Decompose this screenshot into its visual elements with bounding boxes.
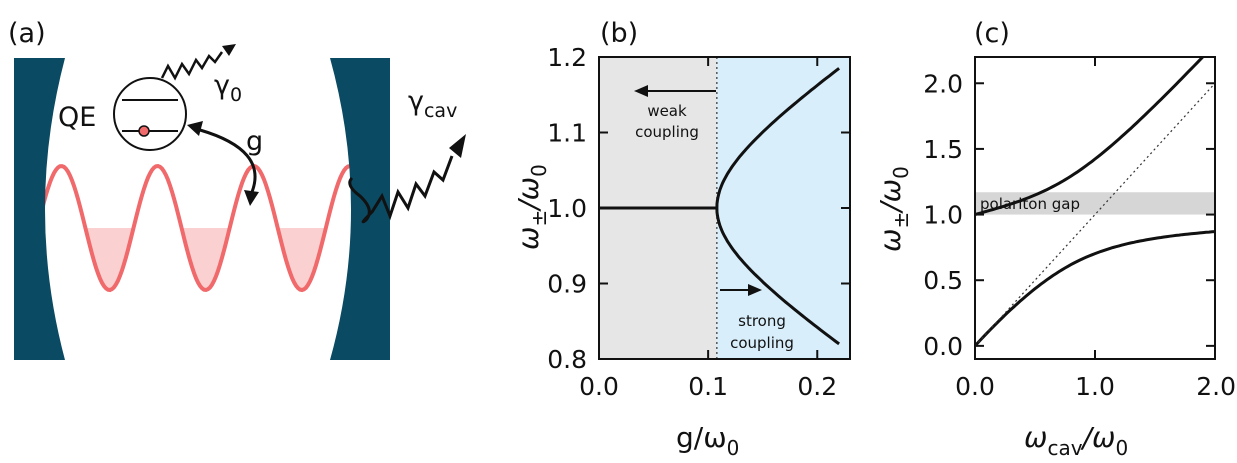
y-tick-label-b: 1.0 bbox=[547, 194, 587, 223]
coupling-arrowhead-bottom bbox=[244, 190, 259, 206]
x-axis-label-b: g/ω0 bbox=[676, 421, 739, 460]
coupling-arrowhead-top bbox=[187, 121, 203, 136]
strong-label-2: coupling bbox=[730, 334, 794, 352]
polariton-gap-label: polariton gap bbox=[980, 195, 1080, 213]
upper-polariton-curve bbox=[975, 57, 1205, 217]
x-tick-label-c: 2.0 bbox=[1196, 372, 1236, 401]
y-tick-label-c: 2.0 bbox=[923, 69, 963, 98]
y-axis-label-c: ω±/ω0 bbox=[874, 166, 913, 252]
right-mirror bbox=[330, 58, 390, 360]
coupling-g-label: g bbox=[246, 126, 263, 157]
gammacav-label: γcav bbox=[408, 86, 457, 122]
curve-b-2 bbox=[715, 207, 840, 346]
panel-c-label: (c) bbox=[974, 18, 1010, 49]
left-mirror bbox=[14, 58, 65, 360]
y-tick-label-b: 1.2 bbox=[547, 43, 587, 72]
dispersion-curves-c bbox=[975, 57, 1215, 347]
strong-arrowhead bbox=[748, 284, 762, 296]
x-tick-label-b: 0.2 bbox=[797, 372, 837, 401]
polariton-gap-band bbox=[975, 192, 1215, 215]
weak-label-1: weak bbox=[647, 102, 687, 120]
weak-label-2: coupling bbox=[635, 123, 699, 141]
y-tick-label-b: 1.1 bbox=[547, 119, 587, 148]
weak-arrowhead bbox=[634, 85, 648, 97]
panel-b: (b) 0.0 0.1 0.2 0.8 0.9 1.0 1.1 1.2 weak coupli… bbox=[512, 18, 851, 460]
cavity-loss-arrowhead bbox=[449, 134, 466, 158]
y-axis-label-b: ω±/ω0 bbox=[512, 164, 551, 250]
panel-a: (a) QE γ0 g γcav bbox=[8, 18, 466, 360]
x-tick-label-c: 0.0 bbox=[955, 372, 995, 401]
curve-b-1 bbox=[715, 67, 841, 209]
standing-wave-fill bbox=[24, 228, 375, 290]
panel-a-label: (a) bbox=[8, 18, 46, 49]
qe-label: QE bbox=[58, 102, 96, 133]
coupling-arrow bbox=[199, 128, 257, 193]
standing-wave bbox=[22, 163, 376, 293]
gamma0-photon bbox=[160, 51, 224, 81]
svg-text:ω±/ω0: ω±/ω0 bbox=[874, 166, 913, 252]
quantum-emitter bbox=[113, 77, 187, 151]
y-tick-label-c: 0.5 bbox=[923, 266, 963, 295]
lower-polariton-curve bbox=[975, 230, 1215, 347]
ticks-c: 0.0 1.0 2.0 0.0 0.5 1.0 1.5 2.0 bbox=[923, 57, 1236, 401]
panel-b-label: (b) bbox=[600, 18, 638, 49]
panel-c: (c) 0.0 1.0 2.0 0.0 0.5 1.0 1.5 2.0 polariton g… bbox=[874, 18, 1236, 460]
y-tick-label-c: 1.0 bbox=[923, 201, 963, 230]
y-tick-label-b: 0.9 bbox=[547, 270, 587, 299]
x-tick-label-b: 0.1 bbox=[688, 372, 728, 401]
gamma0-label: γ0 bbox=[214, 70, 242, 106]
strong-label-1: strong bbox=[738, 312, 786, 330]
gamma0-arrowhead bbox=[222, 44, 236, 56]
cavity-loss-photon bbox=[348, 155, 454, 224]
y-tick-label-b: 0.8 bbox=[547, 345, 587, 374]
strong-coupling-region bbox=[716, 57, 850, 359]
ticks-b: 0.0 0.1 0.2 0.8 0.9 1.0 1.1 1.2 bbox=[547, 43, 850, 401]
y-tick-label-c: 0.0 bbox=[923, 332, 963, 361]
bare-cavity-line bbox=[975, 82, 1215, 347]
dispersion-curves-b bbox=[599, 67, 841, 346]
x-tick-label-c: 1.0 bbox=[1075, 372, 1115, 401]
svg-text:ω±/ω0: ω±/ω0 bbox=[512, 164, 551, 250]
x-axis-label-c: ωcav/ω0 bbox=[1024, 421, 1128, 460]
x-tick-label-b: 0.0 bbox=[579, 372, 619, 401]
y-tick-label-c: 1.5 bbox=[923, 135, 963, 164]
